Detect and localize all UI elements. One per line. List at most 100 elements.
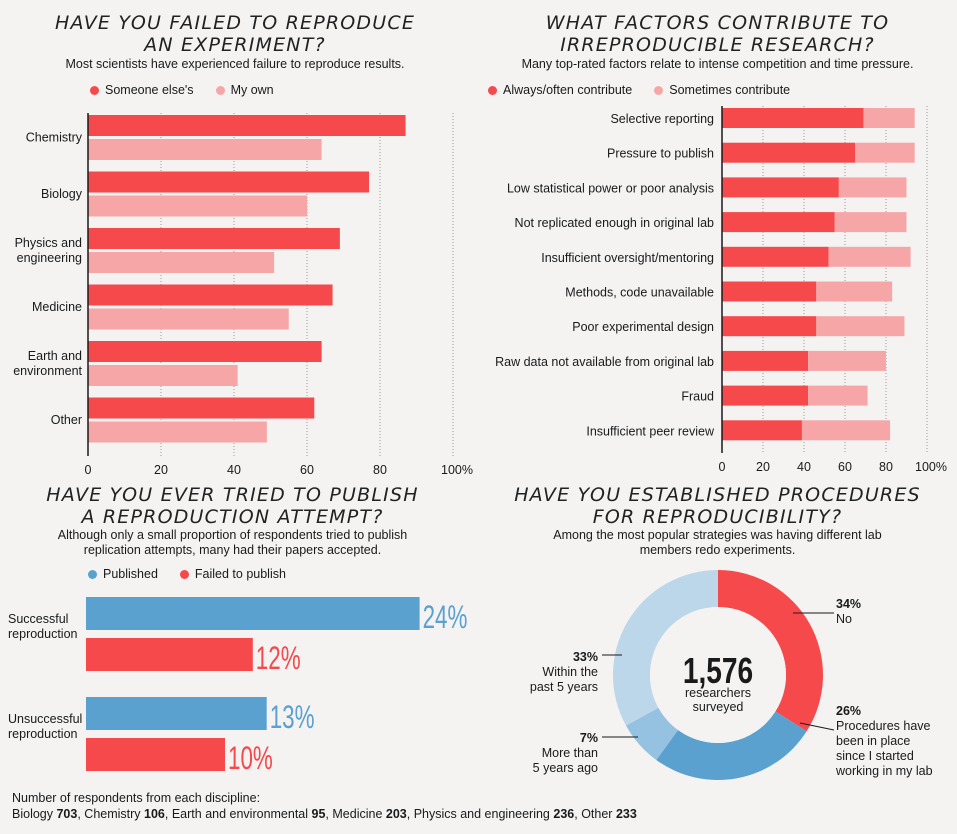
bar-published [86,597,420,630]
legend-label: Always/often contribute [503,83,633,97]
slice-label: 5 years ago [533,761,598,775]
panel3-legend: Published Failed to publish [88,567,286,581]
category-label: engineering [17,251,82,265]
bar-always-often [722,108,864,128]
footer-discipline-count: 95 [311,807,326,821]
footer-line1: Number of respondents from each discipli… [12,791,261,805]
panel1-subtitle: Most scientists have experienced failure… [65,57,405,71]
panel3-subtitle-line2: replication attempts, many had their pap… [83,543,382,557]
donut-slice [656,711,807,780]
bar-sometimes [816,316,905,337]
panel1-title-line2: AN EXPERIMENT? [144,34,326,56]
footer-discipline: Earth and environmental 95, [171,807,333,821]
panel3-subtitle-line1: Although only a small proportion of resp… [57,528,408,542]
bar-sometimes [816,281,893,302]
panel2-title: WHAT FACTORS CONTRIBUTE TO IRREPRODUCIBL… [478,12,957,56]
factor-label: Poor experimental design [572,320,714,334]
legend-swatch [88,569,97,579]
panel1-legend-item-1: Someone else's [90,83,194,97]
bar-my-own [88,252,275,273]
category-label: Other [51,413,82,427]
slice-label: No [836,612,852,626]
bar-my-own [88,365,238,386]
x-tick-label: 0 [719,460,726,474]
legend-label: Published [103,567,158,581]
footer-discipline-count: 203 [385,807,407,821]
x-tick-label: 40 [797,460,811,474]
outcome-label: Unsuccessful [8,712,82,726]
panel4-title-line2: FOR REPRODUCIBILITY? [592,506,843,528]
published-pct-label: 24% [423,599,468,635]
panel1-title-line1: HAVE YOU FAILED TO REPRODUCE [54,12,416,34]
bar-someone-else [88,397,315,419]
footer-discipline-count: 236 [553,807,575,821]
legend-swatch [90,85,99,95]
bar-my-own [88,421,267,443]
bar-always-often [722,385,809,406]
factor-label: Insufficient oversight/mentoring [541,251,714,265]
slice-label: More than [542,746,598,760]
bar-someone-else [88,228,340,249]
category-label: Physics and [15,236,82,250]
bar-sometimes [828,246,911,267]
panel4-title-line1: HAVE YOU ESTABLISHED PROCEDURES [514,484,921,506]
center-label: researchers [685,686,751,700]
legend-label: Failed to publish [194,567,286,581]
panel4-subtitle-line2: members redo experiments. [639,543,796,557]
footer-discipline-count: 106 [144,807,165,821]
bar-someone-else [88,171,370,193]
bar-someone-else [88,115,406,136]
factor-label: Selective reporting [610,112,714,126]
donut-slice [718,570,823,732]
x-tick-label: 80 [373,463,387,475]
legend-swatch [179,569,189,579]
category-label: Biology [41,187,83,201]
panel1-title: HAVE YOU FAILED TO REPRODUCE AN EXPERIME… [0,12,470,56]
outcome-label: reproduction [8,727,78,741]
legend-label: Someone else's [105,83,194,97]
footer-discipline-counts: Biology 703, Chemistry 106, Earth and en… [12,806,637,822]
bar-failed-to-publish [86,638,253,671]
failed-pct-label: 12% [256,640,301,676]
x-tick-label: 20 [756,460,770,474]
panel1-legend: Someone else's My own [90,83,274,97]
factor-label: Methods, code unavailable [565,286,714,300]
slice-pct-label: 26% [836,704,861,718]
slice-label: since I started [836,749,914,763]
panel4-subtitle-line1: Among the most popular strategies was ha… [553,528,882,542]
factor-label: Fraud [681,390,714,404]
bar-my-own [88,308,289,330]
x-tick-label: 100% [441,463,473,475]
bar-always-often [722,142,856,163]
factor-label: Pressure to publish [607,147,714,161]
slice-label: Within the [542,665,598,679]
slice-pct-label: 7% [580,731,598,745]
legend-swatch [654,85,664,95]
legend-label: Sometimes contribute [669,83,791,97]
panel3-title: HAVE YOU EVER TRIED TO PUBLISH A REPRODU… [0,484,465,528]
bar-published [86,697,267,730]
panel3-subtitle: Although only a small proportion of resp… [0,528,465,558]
x-tick-label: 100% [915,460,947,474]
bar-sometimes [863,108,915,128]
slice-label: been in place [836,734,910,748]
bar-always-often [722,420,802,441]
donut-slice [613,570,718,726]
leader-line [799,722,835,731]
bar-someone-else [88,284,333,306]
panel1-legend-item-2: My own [215,83,274,97]
bar-my-own [88,195,307,217]
panel4-subtitle: Among the most popular strategies was ha… [478,528,957,558]
footer-discipline: Biology 703, [12,807,85,821]
bar-sometimes [808,350,886,371]
slice-label: Procedures have [836,719,931,733]
panel3-title-line2: A REPRODUCTION ATTEMPT? [81,506,384,528]
factor-label: Not replicated enough in original lab [515,216,714,230]
bar-sometimes [808,385,868,406]
legend-label: My own [230,83,274,97]
panel3-legend-item-1: Published [88,567,158,581]
respondents-footer: Number of respondents from each discipli… [12,790,637,822]
bar-sometimes [834,212,907,233]
published-pct-label: 13% [270,699,315,735]
